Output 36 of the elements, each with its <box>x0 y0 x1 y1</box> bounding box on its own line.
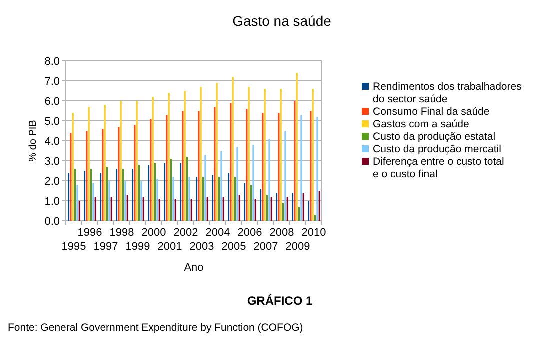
y-tick-label: 2.0 <box>44 176 60 188</box>
x-tick-label: 2006 <box>238 227 262 239</box>
source-note: Fonte: General Government Expenditure by Function (COFOG) <box>8 322 304 334</box>
x-tick-label: 1998 <box>110 227 134 239</box>
y-tick-label: 0.0 <box>44 216 60 228</box>
x-tick-label: 1999 <box>126 241 150 253</box>
y-tick-label: 7.0 <box>44 76 60 88</box>
y-tick-label: 6.0 <box>44 96 60 108</box>
chart-title: Gasto na saúde <box>232 13 332 29</box>
x-tick-label: 1996 <box>78 227 102 239</box>
x-tick-label: 1997 <box>94 241 118 253</box>
y-tick-label: 1.0 <box>44 196 60 208</box>
y-tick-label: 3.0 <box>44 156 60 168</box>
x-axis-title: Ano <box>184 262 204 274</box>
x-tick-label: 2000 <box>142 227 166 239</box>
legend-label: Rendimentos dos trabalhadores do sector saúde <box>373 81 522 106</box>
x-tick-label: 2010 <box>302 227 326 239</box>
x-tick-label: 2009 <box>286 241 310 253</box>
legend-label: Gastos com a saúde <box>373 118 470 130</box>
legend-label: Consumo Final da saúde <box>373 106 490 118</box>
x-tick-label: 2007 <box>254 241 278 253</box>
legend-label: Diferença entre o custo total e o custo final <box>373 156 504 180</box>
x-tick-label: 2008 <box>270 227 294 239</box>
y-axis-title: % do PIB <box>28 120 39 162</box>
x-tick-label: 1995 <box>62 241 86 253</box>
x-tick-label: 2005 <box>222 241 246 253</box>
x-tick-label: 2004 <box>206 227 230 239</box>
x-tick-label: 2002 <box>174 227 198 239</box>
text: GRÁFICO 1 <box>247 294 313 308</box>
y-tick-label: 8.0 <box>44 56 60 68</box>
x-tick-label: 2003 <box>190 241 214 253</box>
legend-label: Custo da produção estatal <box>373 131 496 143</box>
legend-label: Custo da produção mercatil <box>373 144 502 156</box>
y-tick-label: 4.0 <box>44 136 60 148</box>
x-tick-label: 2001 <box>158 241 182 253</box>
y-tick-label: 5.0 <box>44 116 60 128</box>
